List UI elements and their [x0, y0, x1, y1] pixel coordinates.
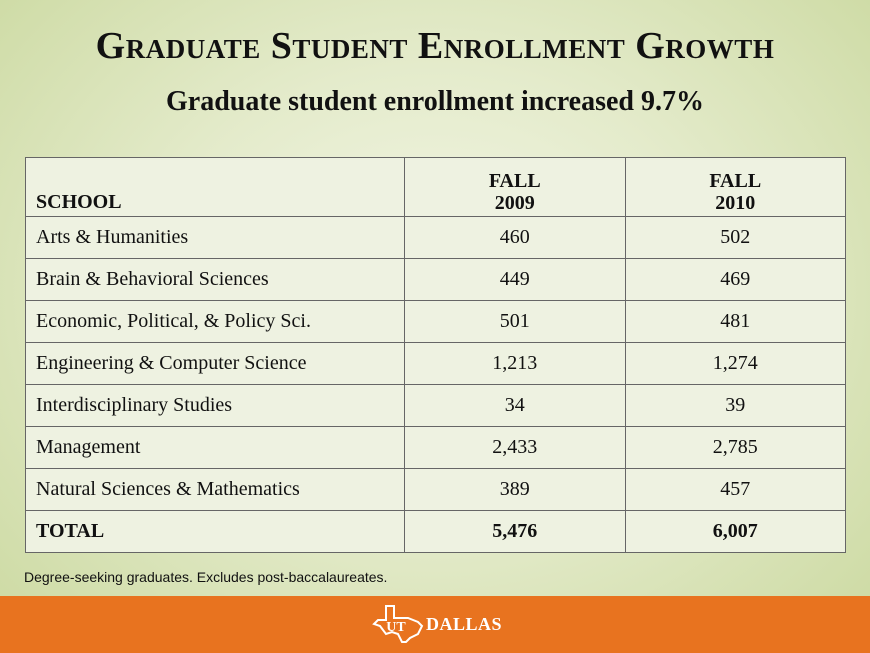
fall-2009-cell: 449: [404, 258, 626, 301]
fall-2009-cell: 389: [404, 468, 626, 511]
ut-dallas-logo: UT DALLAS: [372, 604, 502, 644]
table-row: Management 2,433 2,785: [25, 426, 846, 469]
fall-2010-header-line2: 2010: [715, 192, 756, 214]
table-row: Arts & Humanities 460 502: [25, 216, 846, 259]
total-label-cell: TOTAL: [25, 510, 405, 553]
fall-2010-column-header: FALL 2010: [624, 157, 846, 217]
fall-2009-cell: 460: [404, 216, 626, 259]
table-total-row: TOTAL 5,476 6,007: [25, 510, 846, 553]
school-name-cell: Brain & Behavioral Sciences: [25, 258, 405, 301]
fall-2009-cell: 2,433: [404, 426, 626, 469]
footnote: Degree-seeking graduates. Excludes post-…: [24, 569, 388, 585]
texas-star-icon: UT: [372, 605, 424, 643]
table-row: Brain & Behavioral Sciences 449 469: [25, 258, 846, 301]
table-header-row: SCHOOL FALL 2009 FALL 2010: [25, 157, 846, 217]
fall-2010-header-line1: FALL: [709, 170, 762, 192]
fall-2009-header-line1: FALL: [488, 170, 541, 192]
table-row: Engineering & Computer Science 1,213 1,2…: [25, 342, 846, 385]
table-row: Interdisciplinary Studies 34 39: [25, 384, 846, 427]
school-column-header: SCHOOL: [25, 157, 405, 217]
slide-title: Graduate Student Enrollment Growth: [95, 25, 775, 67]
table-row: Economic, Political, & Policy Sci. 501 4…: [25, 300, 846, 343]
school-name-cell: Arts & Humanities: [25, 216, 405, 259]
logo-text: DALLAS: [426, 613, 503, 634]
fall-2010-cell: 481: [624, 300, 846, 343]
fall-2010-cell: 39: [624, 384, 846, 427]
school-name-cell: Engineering & Computer Science: [25, 342, 405, 385]
fall-2009-cell: 1,213: [404, 342, 626, 385]
enrollment-table: SCHOOL FALL 2009 FALL 2010 Arts & Humani…: [25, 157, 846, 553]
fall-2010-cell: 469: [624, 258, 846, 301]
footer-band: [0, 596, 870, 653]
school-name-cell: Natural Sciences & Mathematics: [25, 468, 405, 511]
fall-2010-cell: 1,274: [624, 342, 846, 385]
fall-2009-cell: 34: [404, 384, 626, 427]
fall-2010-cell: 502: [624, 216, 846, 259]
school-name-cell: Management: [25, 426, 405, 469]
fall-2009-header-line2: 2009: [494, 192, 535, 214]
fall-2009-cell: 501: [404, 300, 626, 343]
total-fall-2010-cell: 6,007: [624, 510, 846, 553]
total-fall-2009-cell: 5,476: [404, 510, 626, 553]
slide-subtitle: Graduate student enrollment increased 9.…: [166, 86, 704, 117]
fall-2010-cell: 457: [624, 468, 846, 511]
school-name-cell: Interdisciplinary Studies: [25, 384, 405, 427]
school-name-cell: Economic, Political, & Policy Sci.: [25, 300, 405, 343]
fall-2010-cell: 2,785: [624, 426, 846, 469]
fall-2009-column-header: FALL 2009: [404, 157, 626, 217]
table-row: Natural Sciences & Mathematics 389 457: [25, 468, 846, 511]
logo-prefix: UT: [386, 620, 406, 635]
